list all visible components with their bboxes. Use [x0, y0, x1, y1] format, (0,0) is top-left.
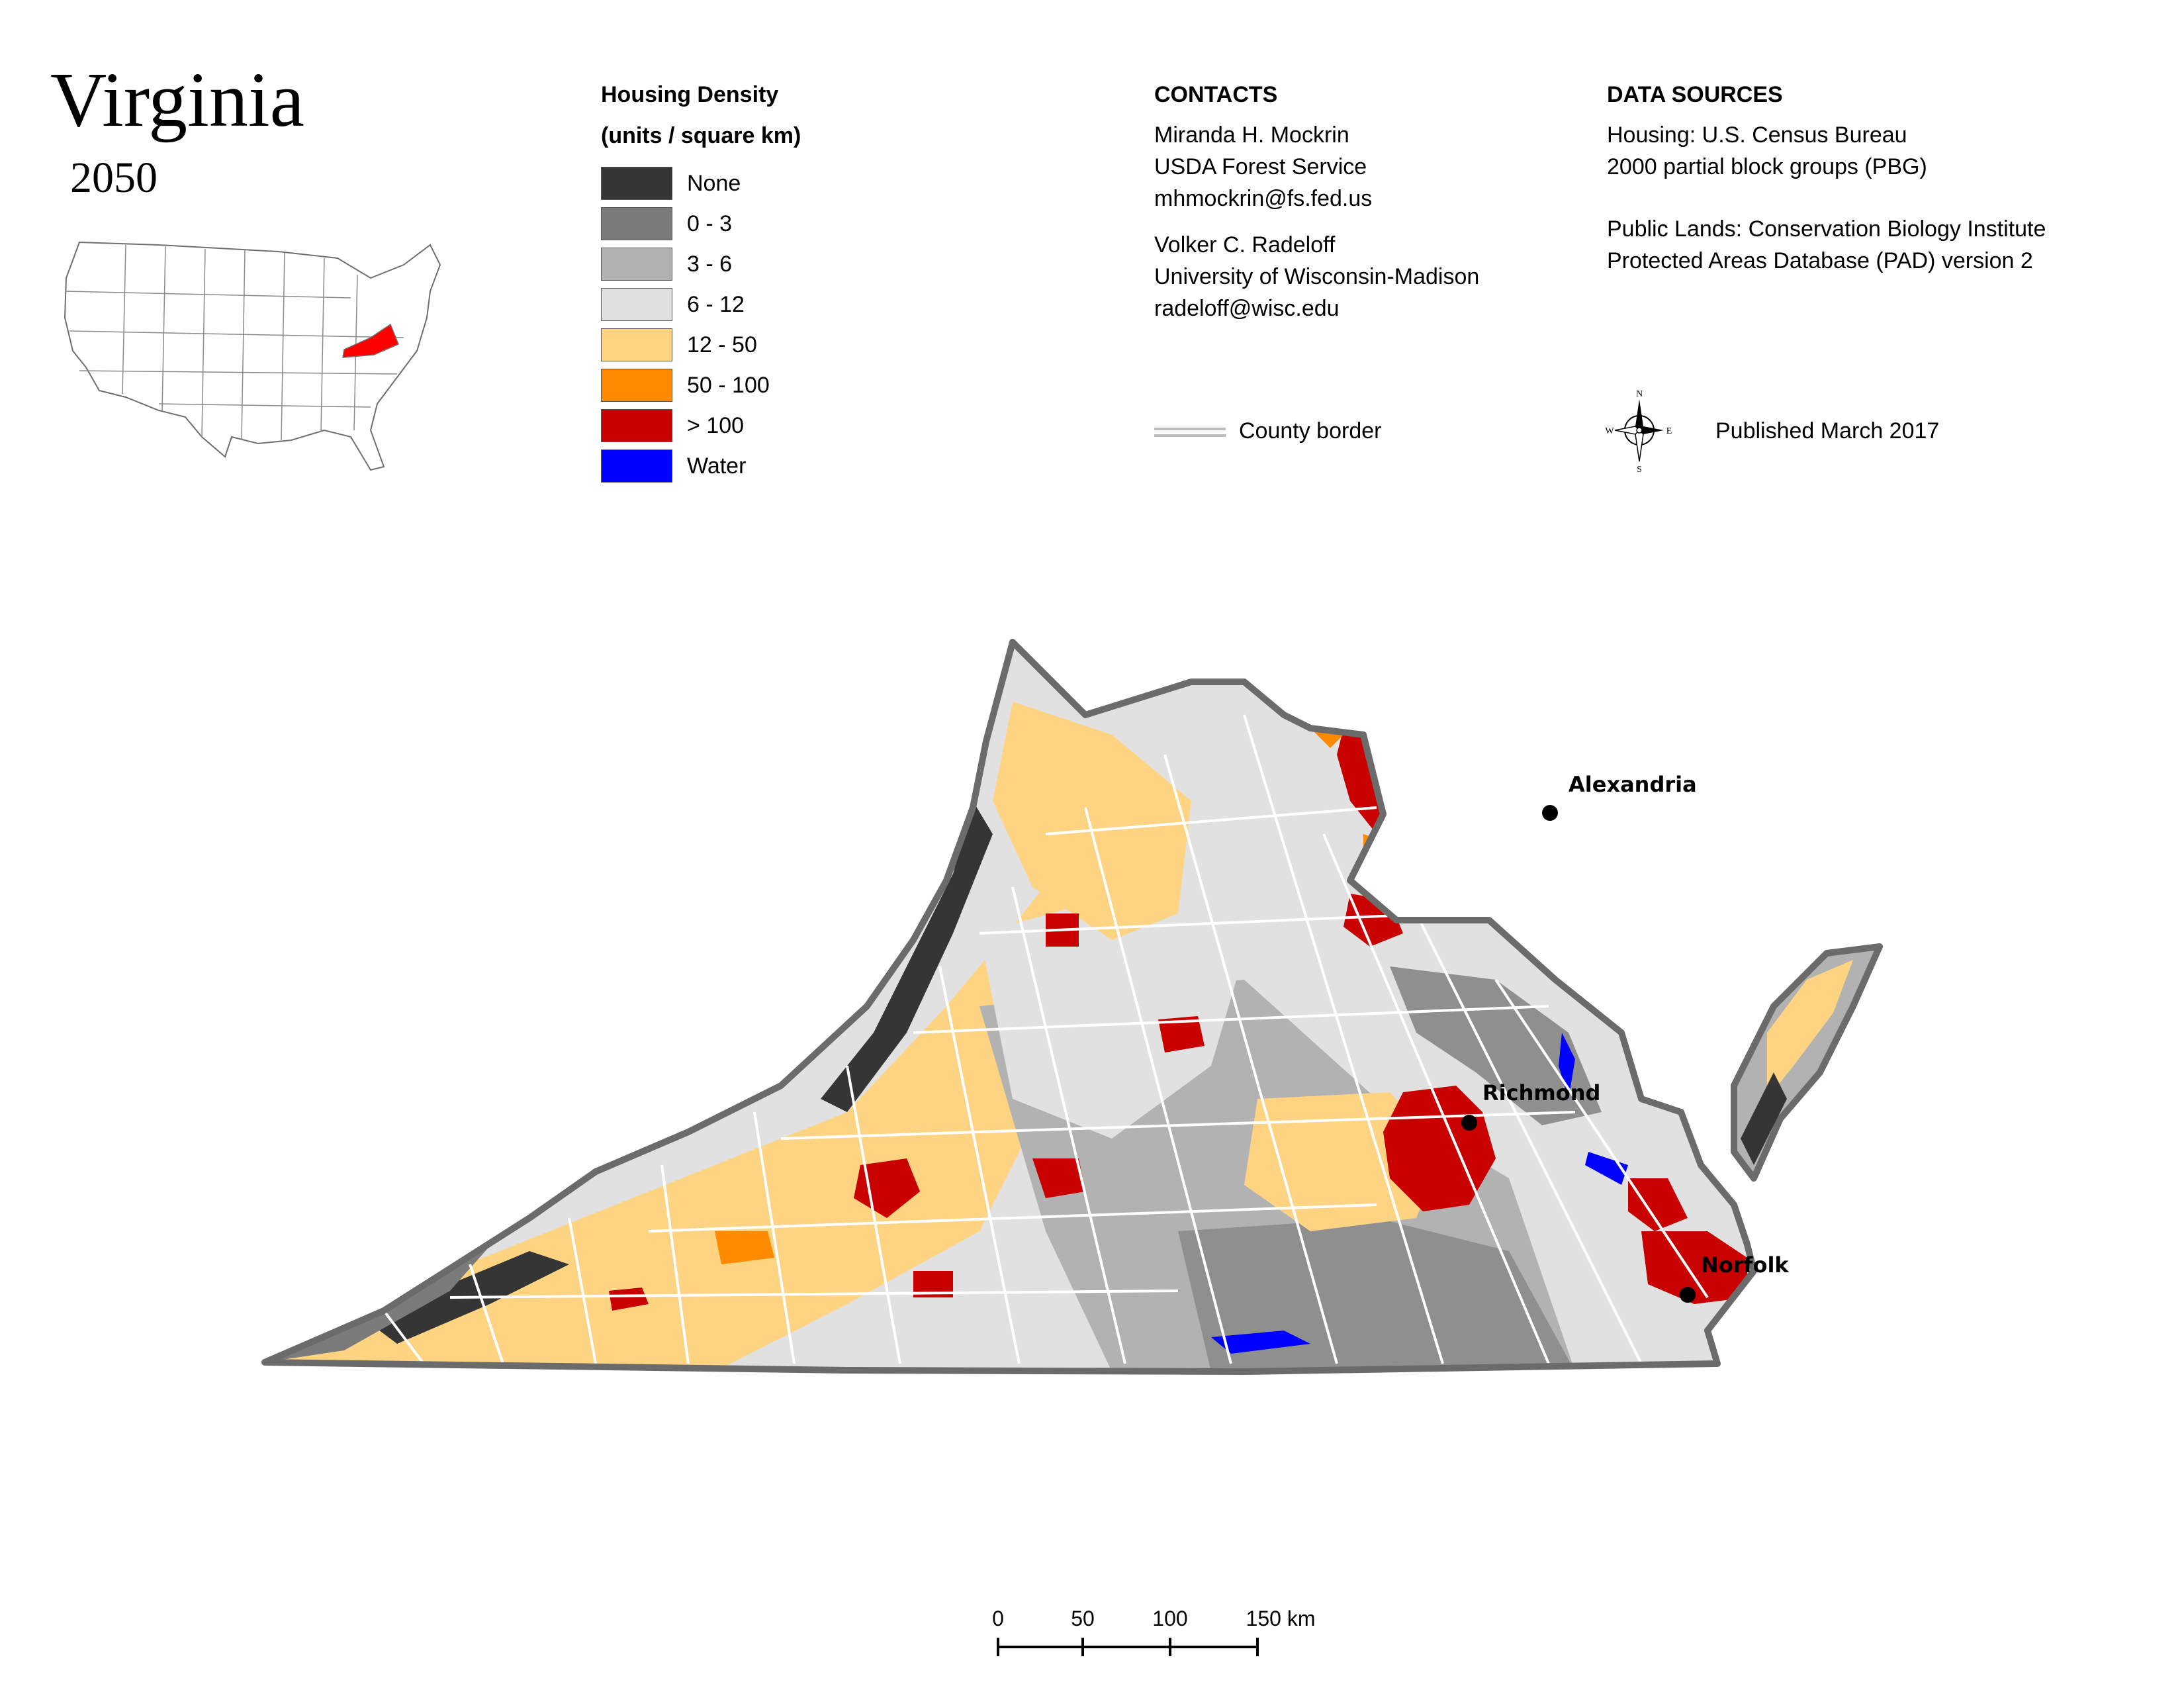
- legend-item-none: None: [601, 167, 741, 200]
- scale-tick-label: 0: [992, 1607, 1004, 1630]
- data-source-line: Public Lands: Conservation Biology Insti…: [1607, 216, 2046, 242]
- city-marker-alexandria: [1542, 805, 1558, 821]
- contact-1: Miranda H. Mockrin USDA Forest Service m…: [1154, 119, 1372, 214]
- map-title: Virginia: [50, 56, 305, 143]
- us-locator-map: [64, 241, 441, 471]
- contact-2-name: Volker C. Radeloff: [1154, 232, 1336, 258]
- density-zone-12-50-southwest: [265, 834, 1085, 1372]
- legend-label: Water: [687, 453, 747, 479]
- compass-n: N: [1636, 389, 1643, 399]
- compass-rose-icon: N S E W: [1605, 389, 1672, 473]
- legend-label: 6 - 12: [687, 291, 745, 317]
- contact-2-org: University of Wisconsin-Madison: [1154, 264, 1480, 289]
- legend-swatch: [601, 288, 672, 321]
- virginia-highlight: [342, 323, 399, 358]
- data-source-line: Housing: U.S. Census Bureau: [1607, 122, 1907, 148]
- county-border-symbol: [1154, 428, 1226, 437]
- compass-s: S: [1637, 465, 1642, 473]
- density-zone-0-3-neck: [1390, 966, 1602, 1125]
- legend-label: 12 - 50: [687, 332, 757, 357]
- data-sources-housing: Housing: U.S. Census Bureau 2000 partial…: [1607, 119, 1927, 183]
- legend-swatch: [601, 167, 672, 200]
- density-lynchburg-gt100: [1032, 1158, 1085, 1198]
- map-year: 2050: [70, 154, 158, 202]
- city-marker-norfolk: [1680, 1287, 1696, 1303]
- legend-label: None: [687, 170, 741, 196]
- virginia-housing-density-map: Alexandria Richmond Norfolk: [261, 639, 1883, 1375]
- contact-1-email: mhmockrin@fs.fed.us: [1154, 186, 1373, 211]
- county-borders: [383, 714, 1709, 1365]
- density-norfolk-gt100: [1641, 1231, 1747, 1304]
- city-label-alexandria: Alexandria: [1569, 772, 1697, 797]
- legend-swatch: [601, 248, 672, 281]
- contact-2-email: radeloff@wisc.edu: [1154, 296, 1340, 321]
- density-blacksburg-50-100: [715, 1231, 774, 1264]
- city-label-norfolk: Norfolk: [1701, 1252, 1789, 1278]
- eastern-shore-12-50: [1767, 960, 1853, 1099]
- data-sources-heading: DATA SOURCES: [1607, 82, 1783, 107]
- contact-1-org: USDA Forest Service: [1154, 154, 1367, 179]
- density-zone-6-12-piedmont: [979, 887, 1244, 1139]
- legend-label: > 100: [687, 412, 745, 438]
- density-danville-gt100: [913, 1271, 953, 1297]
- legend-item-0-3: 0 - 3: [601, 207, 732, 240]
- density-charlottesville-gt100: [1158, 1016, 1205, 1053]
- legend-swatch: [601, 369, 672, 402]
- legend-swatch: [601, 207, 672, 240]
- legend-item-6-12: 6 - 12: [601, 288, 745, 321]
- scale-tick-label: 100: [1152, 1607, 1187, 1630]
- scale-bar: 0 50 100 150 km: [992, 1607, 1316, 1656]
- density-zone-none-ridges: [821, 801, 993, 1112]
- legend-swatch: [601, 328, 672, 361]
- density-hampton-gt100: [1628, 1178, 1688, 1231]
- scale-tick-label: 150 km: [1246, 1607, 1316, 1630]
- city-label-richmond: Richmond: [1482, 1080, 1600, 1105]
- legend-label: 0 - 3: [687, 211, 733, 236]
- contacts-heading: CONTACTS: [1154, 82, 1278, 107]
- scale-tick-label: 50: [1071, 1607, 1095, 1630]
- water-smith-mountain-lake: [1211, 1331, 1310, 1354]
- us-state-lines: [66, 244, 404, 441]
- legend-item-12-50: 12 - 50: [601, 328, 757, 361]
- city-marker-richmond: [1461, 1115, 1477, 1131]
- contact-2: Volker C. Radeloff University of Wiscons…: [1154, 229, 1479, 324]
- compass-e: E: [1666, 426, 1672, 436]
- density-zone-12-50-north: [993, 702, 1191, 940]
- eastern-shore-none: [1741, 1072, 1787, 1165]
- contact-1-name: Miranda H. Mockrin: [1154, 122, 1349, 148]
- county-border-label: County border: [1239, 418, 1382, 444]
- legend-title: Housing Density: [601, 82, 779, 107]
- legend-item-3-6: 3 - 6: [601, 248, 732, 281]
- legend-item-50-100: 50 - 100: [601, 369, 770, 402]
- water-james-river: [1585, 1152, 1628, 1185]
- legend-item-gt-100: > 100: [601, 409, 744, 442]
- us-outline: [64, 241, 441, 471]
- legend-item-water: Water: [601, 449, 746, 483]
- legend-swatch: [601, 449, 672, 483]
- density-sw-gt100: [609, 1288, 649, 1311]
- data-source-line: Protected Areas Database (PAD) version 2: [1607, 248, 2033, 273]
- published-date: Published March 2017: [1715, 418, 1940, 444]
- compass-w: W: [1605, 426, 1614, 436]
- water-chesapeake-inlets: [1559, 1033, 1575, 1099]
- legend-label: 3 - 6: [687, 251, 733, 277]
- legend-units: (units / square km): [601, 123, 801, 148]
- legend-swatch: [601, 409, 672, 442]
- data-sources-public-lands: Public Lands: Conservation Biology Insti…: [1607, 213, 2046, 277]
- virginia-state-outline: [261, 639, 1757, 1375]
- data-source-line: 2000 partial block groups (PBG): [1607, 154, 1927, 179]
- legend-label: 50 - 100: [687, 372, 770, 398]
